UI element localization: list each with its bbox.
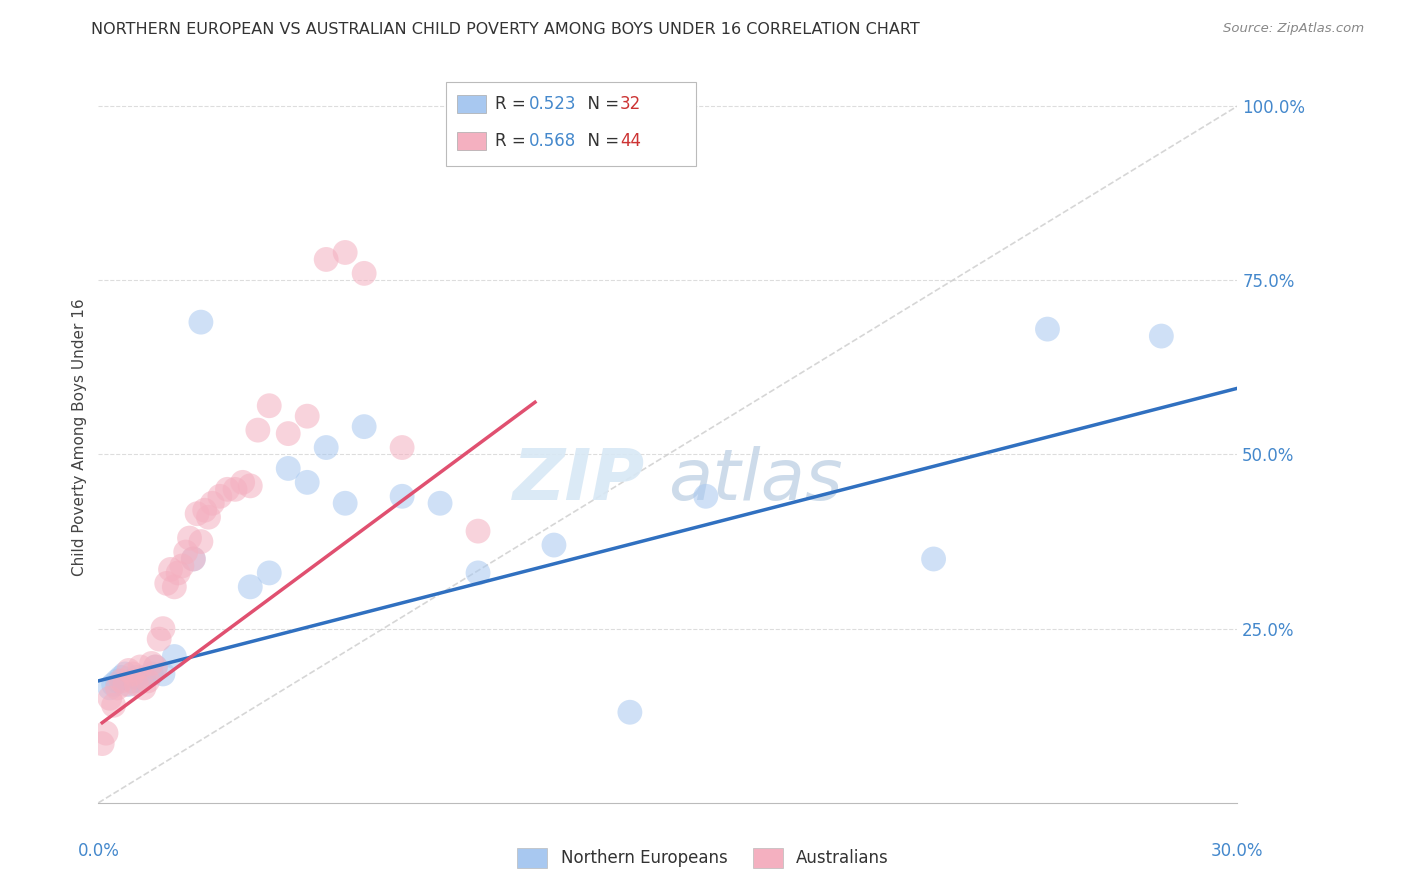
Text: N =: N = bbox=[576, 95, 624, 113]
Point bbox=[141, 657, 163, 671]
Point bbox=[391, 489, 413, 503]
Point bbox=[1150, 329, 1173, 343]
Point bbox=[148, 632, 170, 646]
Text: R =: R = bbox=[495, 95, 530, 113]
Point bbox=[695, 489, 717, 503]
Point bbox=[91, 737, 114, 751]
Text: 44: 44 bbox=[620, 132, 641, 150]
Point bbox=[125, 677, 148, 691]
FancyBboxPatch shape bbox=[446, 82, 696, 167]
FancyBboxPatch shape bbox=[457, 95, 485, 113]
Text: 32: 32 bbox=[620, 95, 641, 113]
Point bbox=[315, 252, 337, 267]
Point bbox=[141, 667, 163, 681]
Point bbox=[297, 475, 319, 490]
Point bbox=[174, 545, 197, 559]
Point bbox=[297, 409, 319, 424]
Point bbox=[118, 664, 141, 678]
Point bbox=[152, 622, 174, 636]
Point bbox=[335, 496, 357, 510]
Point bbox=[335, 245, 357, 260]
Point bbox=[467, 524, 489, 538]
Point bbox=[224, 483, 246, 497]
Text: ZIP: ZIP bbox=[513, 447, 645, 516]
Text: 0.0%: 0.0% bbox=[77, 842, 120, 860]
Point bbox=[1036, 322, 1059, 336]
Point bbox=[98, 681, 121, 695]
Point bbox=[239, 580, 262, 594]
Point bbox=[114, 667, 136, 681]
Point bbox=[118, 677, 141, 691]
Point bbox=[125, 670, 148, 684]
Point bbox=[103, 698, 125, 713]
Point bbox=[183, 552, 205, 566]
Point bbox=[190, 534, 212, 549]
Text: NORTHERN EUROPEAN VS AUSTRALIAN CHILD POVERTY AMONG BOYS UNDER 16 CORRELATION CH: NORTHERN EUROPEAN VS AUSTRALIAN CHILD PO… bbox=[91, 22, 920, 37]
Point bbox=[197, 510, 219, 524]
Text: 0.523: 0.523 bbox=[529, 95, 576, 113]
Point bbox=[246, 423, 269, 437]
Point bbox=[190, 315, 212, 329]
Point bbox=[619, 705, 641, 719]
Point bbox=[121, 667, 143, 681]
Point bbox=[170, 558, 193, 573]
Point bbox=[277, 461, 299, 475]
Point bbox=[132, 681, 155, 695]
Text: 30.0%: 30.0% bbox=[1211, 842, 1264, 860]
Point bbox=[259, 566, 281, 580]
Point bbox=[136, 673, 159, 688]
Point bbox=[277, 426, 299, 441]
Point bbox=[110, 670, 132, 684]
Point bbox=[353, 419, 375, 434]
FancyBboxPatch shape bbox=[457, 132, 485, 150]
Text: atlas: atlas bbox=[668, 447, 842, 516]
Point bbox=[315, 441, 337, 455]
Point bbox=[467, 566, 489, 580]
Point bbox=[217, 483, 239, 497]
Text: 0.568: 0.568 bbox=[529, 132, 576, 150]
Point bbox=[163, 580, 186, 594]
Point bbox=[129, 673, 152, 688]
Point bbox=[114, 677, 136, 691]
Point bbox=[391, 441, 413, 455]
Legend: Northern Europeans, Australians: Northern Europeans, Australians bbox=[510, 841, 896, 875]
Point bbox=[232, 475, 254, 490]
Point bbox=[186, 507, 208, 521]
Y-axis label: Child Poverty Among Boys Under 16: Child Poverty Among Boys Under 16 bbox=[72, 298, 87, 576]
Point bbox=[121, 673, 143, 688]
Point bbox=[201, 496, 224, 510]
Point bbox=[156, 576, 179, 591]
Point bbox=[429, 496, 451, 510]
Point bbox=[145, 660, 167, 674]
Point bbox=[922, 552, 945, 566]
Point bbox=[145, 660, 167, 674]
Point bbox=[132, 670, 155, 684]
Point bbox=[179, 531, 201, 545]
Point bbox=[110, 673, 132, 688]
Point bbox=[129, 660, 152, 674]
Point bbox=[98, 691, 121, 706]
Point bbox=[353, 266, 375, 280]
Point bbox=[259, 399, 281, 413]
Text: Source: ZipAtlas.com: Source: ZipAtlas.com bbox=[1223, 22, 1364, 36]
Point bbox=[163, 649, 186, 664]
Point bbox=[107, 681, 129, 695]
Point bbox=[208, 489, 231, 503]
Point bbox=[103, 677, 125, 691]
Point bbox=[194, 503, 217, 517]
Text: R =: R = bbox=[495, 132, 530, 150]
Point bbox=[239, 479, 262, 493]
Point bbox=[107, 673, 129, 688]
Point bbox=[152, 667, 174, 681]
Point bbox=[159, 562, 181, 576]
Point bbox=[543, 538, 565, 552]
Text: N =: N = bbox=[576, 132, 624, 150]
Point bbox=[183, 552, 205, 566]
Point bbox=[94, 726, 117, 740]
Point bbox=[167, 566, 190, 580]
